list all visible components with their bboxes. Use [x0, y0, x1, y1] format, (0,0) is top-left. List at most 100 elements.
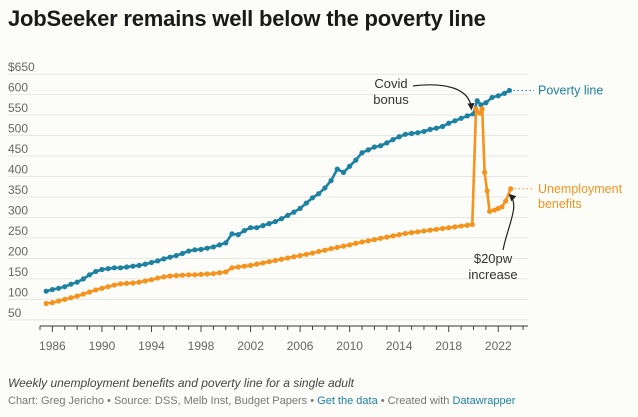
unemployment-benefits-point — [469, 221, 475, 228]
poverty-line-point — [309, 195, 316, 201]
unemployment-benefits-point — [484, 188, 490, 194]
x-tick-label: 1990 — [89, 339, 116, 353]
unemployment-benefits-point — [396, 232, 402, 238]
poverty-line-point — [353, 157, 359, 163]
poverty-line-point — [340, 169, 347, 175]
poverty-line-point — [297, 205, 303, 212]
y-tick-label: 600 — [8, 81, 28, 95]
unemployment-benefits-point — [464, 222, 470, 228]
y-tick-label: 150 — [8, 265, 28, 279]
datawrapper-link[interactable]: Datawrapper — [452, 395, 516, 407]
poverty-line-point — [266, 221, 272, 227]
x-tick-label: 2010 — [336, 339, 363, 353]
poverty-line-point — [371, 144, 378, 150]
unemployment-benefits-point — [487, 208, 493, 214]
unemployment-benefits-point — [161, 274, 167, 280]
unemployment-benefits-point — [479, 106, 485, 112]
y-tick-label: 550 — [8, 101, 28, 115]
unemployment-benefits-point — [192, 272, 198, 278]
unemployment-benefits-point — [477, 110, 483, 116]
poverty-line-point — [478, 102, 484, 108]
chart-title: JobSeeker remains well below the poverty… — [8, 6, 486, 31]
poverty-line-point — [359, 150, 365, 156]
y-tick-label: 50 — [8, 306, 22, 320]
unemployment-benefits-point — [359, 239, 365, 245]
unemployment-benefits-point — [297, 252, 303, 259]
poverty-line-point — [316, 191, 322, 197]
unemployment-benefits-point — [334, 244, 340, 250]
poverty-line-point — [474, 98, 480, 104]
unemployment-benefits-point — [204, 271, 210, 277]
poverty-line-point — [192, 247, 198, 253]
x-tick-label: 1986 — [39, 339, 66, 353]
poverty-line-point — [173, 252, 179, 259]
poverty-line-point — [291, 209, 297, 215]
unemployment-benefits-point — [316, 248, 322, 255]
poverty-line-point — [130, 263, 136, 269]
unemployment-benefits-point — [62, 296, 68, 302]
unemployment-benefits-point — [390, 233, 396, 239]
poverty-line-point — [148, 259, 155, 266]
unemployment-benefits-point — [142, 278, 148, 284]
poverty-line-point — [495, 93, 501, 99]
poverty-line-point — [229, 231, 235, 237]
poverty-line-point — [365, 147, 371, 153]
unemployment-benefits-point — [198, 271, 204, 277]
unemployment-benefits-point — [402, 230, 408, 237]
unemployment-benefits-point — [291, 254, 297, 260]
x-tick-label: 2002 — [237, 339, 264, 353]
unemployment-benefits-point — [353, 240, 359, 246]
poverty-line-point — [68, 281, 74, 287]
poverty-line-point — [390, 137, 396, 143]
y-tick-label: 350 — [8, 183, 28, 197]
unemployment-benefits-point — [482, 169, 488, 175]
poverty-line-point — [464, 113, 470, 119]
unemployment-benefits-point — [347, 242, 353, 248]
unemployment-benefits-point — [309, 250, 316, 256]
poverty-line-point — [384, 140, 390, 146]
poverty-line-point — [260, 223, 266, 229]
unemployment-benefits-point — [136, 279, 142, 285]
poverty-line-point — [167, 254, 173, 260]
poverty-line-point — [111, 265, 117, 271]
unemployment-benefits-point — [285, 255, 291, 261]
unemployment-benefits-point — [473, 106, 479, 112]
unemployment-benefits-point — [322, 247, 328, 253]
poverty-line-point — [433, 125, 439, 131]
poverty-line-point — [415, 130, 421, 136]
poverty-line-point — [179, 250, 186, 257]
get-data-link[interactable]: Get the data — [317, 395, 378, 407]
source-text: Source: DSS, Melb Inst, Budget Papers — [113, 395, 308, 407]
unemployment-benefits-point — [415, 229, 421, 235]
poverty-line-point — [86, 272, 93, 278]
unemployment-benefits-series — [44, 107, 512, 305]
y-tick-label: $650 — [8, 60, 35, 74]
unemployment-benefits-point — [384, 234, 390, 240]
unemployment-benefits-point — [179, 272, 186, 278]
x-tick-label: 1994 — [138, 339, 165, 353]
poverty-line-point — [303, 200, 309, 206]
poverty-line-point — [99, 266, 105, 273]
unemployment-benefits-point — [508, 186, 514, 192]
poverty-line-point — [155, 258, 161, 264]
unemployment-benefits-point — [167, 273, 173, 279]
increase-arrow — [502, 193, 517, 251]
poverty-line-point — [421, 128, 427, 135]
unemployment-benefits-point — [247, 262, 254, 268]
unemployment-benefits-point — [266, 259, 272, 265]
series-label-poverty-line: Poverty line — [538, 83, 603, 97]
covid-bonus-annotation: bonus — [373, 92, 409, 107]
y-tick-label: 500 — [8, 122, 28, 136]
poverty-line-point — [427, 126, 433, 132]
footer-separator: • — [307, 395, 318, 407]
unemployment-benefits-point — [452, 224, 458, 230]
unemployment-benefits-point — [68, 295, 74, 301]
unemployment-benefits-point — [278, 256, 285, 262]
unemployment-benefits-point — [235, 264, 241, 270]
poverty-line-point — [49, 286, 55, 293]
x-tick-label: 2022 — [485, 339, 512, 353]
unemployment-benefits-point — [365, 238, 371, 244]
unemployment-benefits-point — [427, 227, 433, 233]
poverty-line-point — [216, 242, 223, 248]
chart-caption: Weekly unemployment benefits and poverty… — [8, 376, 354, 390]
